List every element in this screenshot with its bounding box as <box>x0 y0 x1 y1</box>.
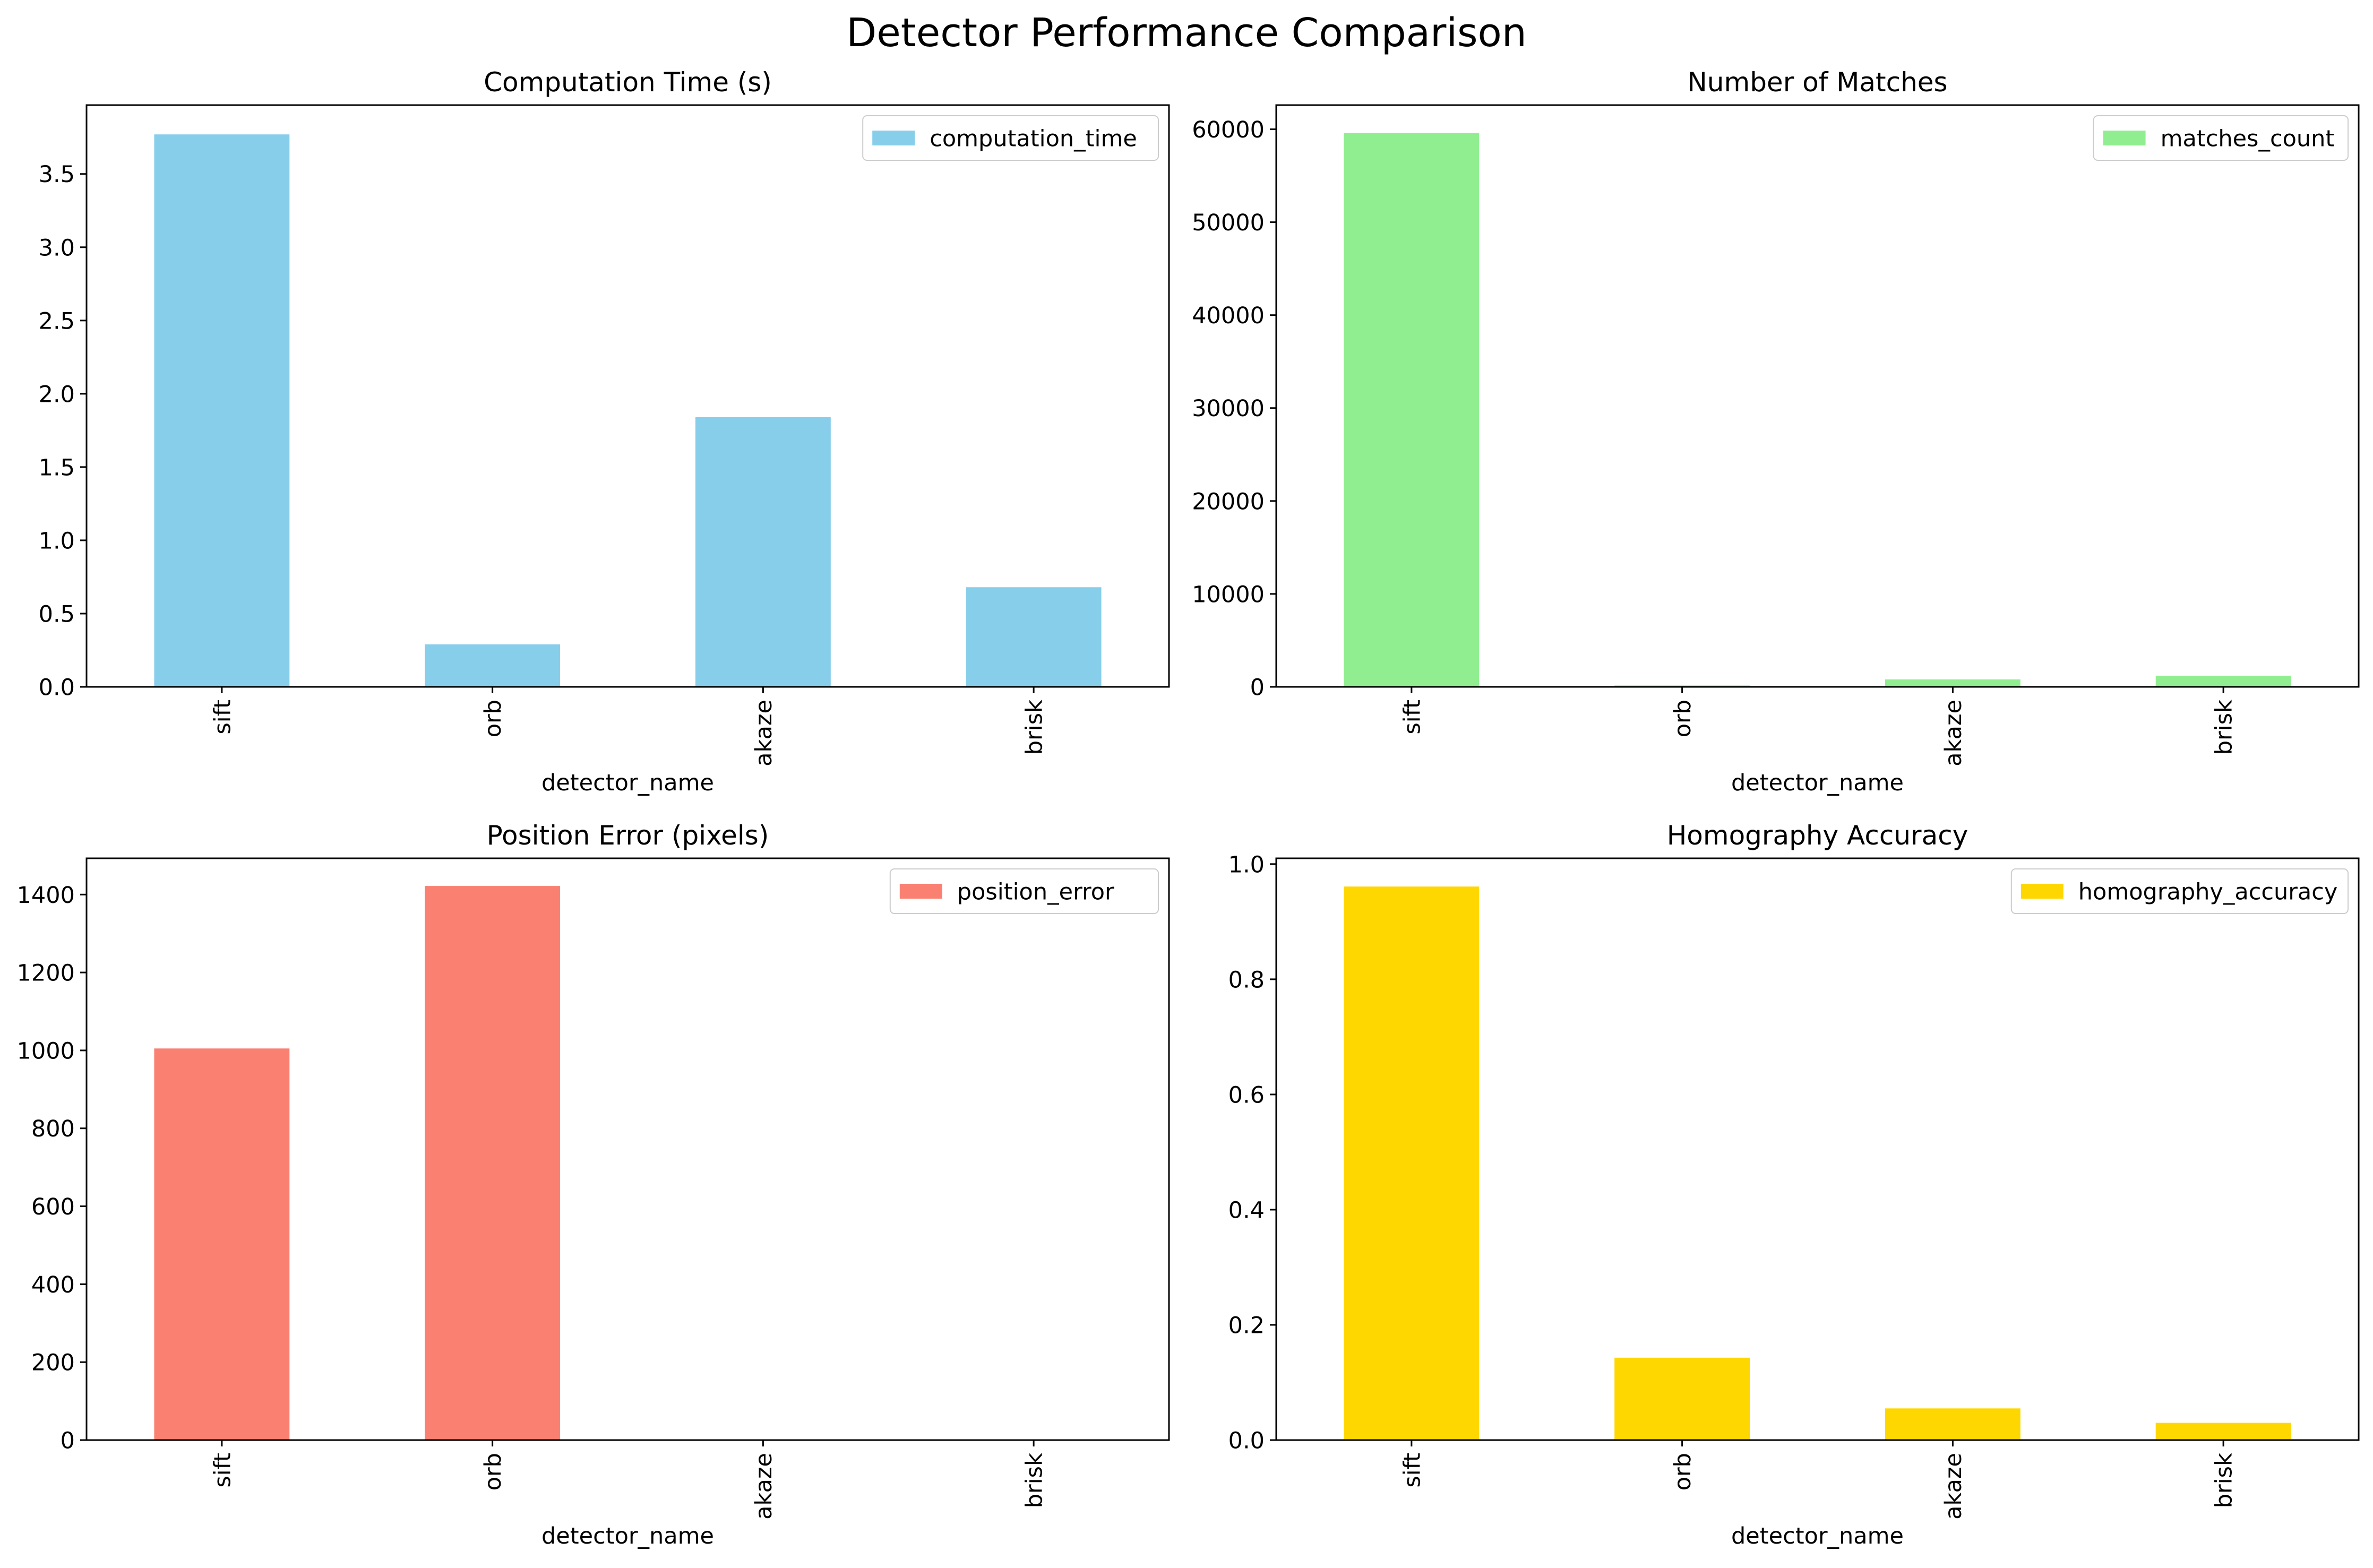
subplot-title: Number of Matches <box>1687 67 1947 98</box>
legend: matches_count <box>2093 115 2349 161</box>
legend: homography_accuracy <box>2010 868 2349 914</box>
x-axis-label: detector_name <box>1731 1523 1904 1549</box>
x-axis-label: detector_name <box>541 770 714 796</box>
y-tick-label: 3.0 <box>39 235 75 261</box>
bar-akaze <box>695 417 831 687</box>
plot-frame <box>85 857 1170 1441</box>
x-tick-label: orb <box>480 1453 506 1491</box>
legend-box <box>889 868 1159 914</box>
y-tick-label: 0.5 <box>39 601 75 627</box>
x-tick-label: akaze <box>1940 700 1967 766</box>
subplot-3: 0 200 400 600 800 1000 1200 1400 sift orb akaze bri… <box>17 820 1170 1549</box>
x-tick-label: brisk <box>1021 700 1048 755</box>
y-tick-label: 0.8 <box>1228 967 1265 993</box>
y-tick-label: 0 <box>1250 674 1265 701</box>
y-tick-label: 2.0 <box>39 381 75 408</box>
bar-orb <box>425 644 561 687</box>
legend-box <box>862 115 1159 161</box>
x-tick-label: sift <box>209 700 236 735</box>
y-tick-label: 1.0 <box>39 528 75 554</box>
x-tick-label: sift <box>1399 1453 1425 1488</box>
legend-box <box>2010 868 2349 914</box>
x-tick-label: sift <box>1399 700 1425 735</box>
x-tick-label: akaze <box>751 1453 777 1520</box>
y-tick-label: 50000 <box>1192 210 1265 236</box>
y-tick-label: 1.0 <box>1228 851 1265 878</box>
legend-swatch <box>2021 884 2064 899</box>
x-tick-label: akaze <box>1940 1453 1967 1520</box>
subplot-1: 0.0 0.5 1.0 1.5 2.0 2.5 3.0 3.5 sift orb akaze bris… <box>39 67 1170 796</box>
y-tick-label: 10000 <box>1192 581 1265 608</box>
bar-akaze <box>1885 679 2021 687</box>
y-tick-label: 1.5 <box>39 454 75 481</box>
x-tick-label: brisk <box>2211 700 2238 755</box>
y-tick-label: 0.0 <box>39 674 75 701</box>
x-tick-label: orb <box>1670 700 1696 737</box>
figure-title: Detector Performance Comparison <box>846 10 1527 56</box>
legend-label: homography_accuracy <box>2078 878 2338 905</box>
subplot-2: 0 10000 20000 30000 40000 50000 60000 sift orb ak… <box>1192 67 2360 796</box>
y-tick-label: 200 <box>31 1350 75 1376</box>
bar-brisk <box>966 587 1102 687</box>
legend-swatch <box>899 884 942 899</box>
subplot-4: 0.0 0.2 0.4 0.6 0.8 1.0 sift orb akaze brisk Homog… <box>1228 820 2360 1549</box>
y-tick-label: 0.4 <box>1228 1197 1265 1224</box>
y-tick-label: 0 <box>61 1427 75 1454</box>
y-tick-label: 3.5 <box>39 161 75 188</box>
y-tick-label: 1400 <box>17 882 75 909</box>
legend-box <box>2093 115 2349 161</box>
x-axis-label: detector_name <box>541 1523 714 1549</box>
x-tick-label: brisk <box>2211 1453 2238 1508</box>
y-tick-label: 800 <box>31 1116 75 1142</box>
bar-akaze <box>1885 1408 2021 1440</box>
plot-frame <box>1275 104 2360 688</box>
x-tick-label: orb <box>1670 1453 1696 1491</box>
y-tick-label: 60000 <box>1192 117 1265 143</box>
x-axis-label: detector_name <box>1731 770 1904 796</box>
legend: position_error <box>889 868 1159 914</box>
x-tick-label: orb <box>480 700 506 737</box>
x-tick-label: akaze <box>751 700 777 766</box>
subplot-title: Position Error (pixels) <box>487 820 769 851</box>
y-tick-label: 1200 <box>17 960 75 987</box>
legend-label: position_error <box>957 878 1114 905</box>
legend-label: computation_time <box>930 125 1137 152</box>
x-tick-label: brisk <box>1021 1453 1048 1508</box>
legend: computation_time <box>862 115 1159 161</box>
y-tick-label: 20000 <box>1192 488 1265 515</box>
y-tick-label: 40000 <box>1192 303 1265 329</box>
y-tick-label: 30000 <box>1192 395 1265 422</box>
x-tick-label: sift <box>209 1453 236 1488</box>
bar-orb <box>425 886 561 1440</box>
y-tick-label: 400 <box>31 1272 75 1298</box>
bar-sift <box>154 1048 290 1440</box>
legend-swatch <box>872 131 915 145</box>
y-tick-label: 0.6 <box>1228 1082 1265 1108</box>
y-tick-label: 1000 <box>17 1038 75 1064</box>
bar-brisk <box>2155 675 2291 687</box>
subplot-title: Computation Time (s) <box>484 67 772 98</box>
subplot-title: Homography Accuracy <box>1667 820 1968 851</box>
legend-swatch <box>2103 131 2146 145</box>
bar-sift <box>154 134 290 687</box>
y-tick-label: 0.0 <box>1228 1427 1265 1454</box>
bar-sift <box>1344 886 1480 1440</box>
y-tick-label: 600 <box>31 1194 75 1220</box>
plot-frame <box>1275 857 2360 1441</box>
bar-orb <box>1614 1357 1750 1440</box>
y-tick-label: 0.2 <box>1228 1312 1265 1339</box>
plot-frame <box>85 104 1170 688</box>
bar-brisk <box>2155 1423 2291 1440</box>
y-tick-label: 2.5 <box>39 308 75 334</box>
legend-label: matches_count <box>2161 125 2335 152</box>
bar-sift <box>1344 133 1480 687</box>
